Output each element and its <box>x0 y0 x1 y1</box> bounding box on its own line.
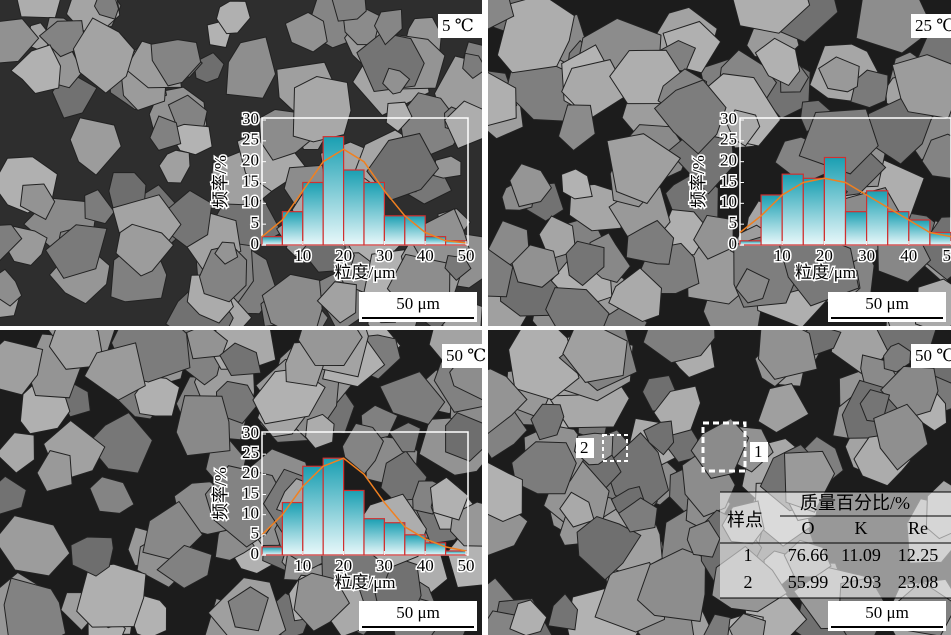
histogram-bar <box>909 220 930 245</box>
histogram-bar <box>425 543 445 555</box>
y-tick-label: 10 <box>242 504 259 523</box>
scale-bar-label: 50 μm <box>396 294 440 313</box>
panel-label: 25 ℃ <box>915 16 951 35</box>
histogram-bar <box>425 237 445 245</box>
y-tick-label: 0 <box>251 234 260 253</box>
x-tick-label: 50 <box>458 246 475 265</box>
crystal <box>293 77 351 142</box>
panel-label-box: 25 ℃ <box>911 14 951 38</box>
histogram-bar <box>262 237 282 245</box>
histogram-bar <box>846 212 867 245</box>
histogram-bar <box>888 212 909 245</box>
histogram-bar <box>344 490 364 555</box>
x-tick-label: 10 <box>774 246 791 265</box>
y-tick-label: 15 <box>242 483 259 502</box>
x-axis-label: 粒度/μm <box>334 263 395 282</box>
marker-label: 1 <box>754 442 763 461</box>
y-tick-label: 30 <box>720 109 737 128</box>
table-header: 质量百分比/% <box>800 493 910 513</box>
x-tick-label: 40 <box>417 246 434 265</box>
y-tick-label: 30 <box>242 109 259 128</box>
x-tick-label: 50 <box>458 556 475 575</box>
histogram-bar <box>803 178 824 245</box>
histogram-bar <box>740 241 761 245</box>
table-cell: 12.25 <box>898 545 939 565</box>
scale-bar-label: 50 μm <box>396 603 440 622</box>
table-column: K <box>855 518 868 538</box>
y-tick-label: 20 <box>242 151 259 170</box>
y-tick-label: 5 <box>251 524 260 543</box>
x-axis-label: 粒度/μm <box>795 263 856 282</box>
y-tick-label: 25 <box>720 130 737 149</box>
x-tick-label: 40 <box>900 246 917 265</box>
table-cell: 2 <box>744 572 753 592</box>
table-cell: 55.99 <box>788 572 829 592</box>
histogram-bar <box>446 551 466 555</box>
histogram-bar <box>867 191 888 245</box>
x-tick-label: 40 <box>417 556 434 575</box>
scale-bar-label: 50 μm <box>865 603 909 622</box>
x-tick-label: 30 <box>858 246 875 265</box>
histogram-bar <box>384 523 404 555</box>
histogram-bar <box>344 170 364 245</box>
table-cell: 20.93 <box>841 572 882 592</box>
y-tick-label: 25 <box>242 443 259 462</box>
figure: 5 ℃50 μm25 ℃50 μm50 ℃50 μm50 ℃50 μm05101… <box>0 0 951 635</box>
y-tick-label: 5 <box>251 213 260 232</box>
panel-label: 50 ℃ <box>446 346 486 365</box>
table-cell: 1 <box>744 545 753 565</box>
histogram-bar <box>364 183 384 246</box>
y-tick-label: 15 <box>242 171 259 190</box>
x-tick-label: 10 <box>294 246 311 265</box>
crystal <box>77 564 146 627</box>
crystal <box>187 324 228 359</box>
histogram-bar <box>384 216 404 245</box>
y-tick-label: 20 <box>720 151 737 170</box>
y-tick-label: 30 <box>242 423 259 442</box>
x-tick-label: 10 <box>294 556 311 575</box>
y-tick-label: 25 <box>242 130 259 149</box>
x-axis-label: 粒度/μm <box>334 573 395 592</box>
table-column: Re <box>908 518 928 538</box>
panel-label-box: 50 ℃ <box>911 344 951 368</box>
table-cell: 11.09 <box>841 545 881 565</box>
histogram-bar <box>323 137 343 245</box>
histogram-bar <box>824 158 845 246</box>
y-tick-label: 5 <box>729 213 738 232</box>
y-tick-label: 10 <box>242 192 259 211</box>
y-tick-label: 0 <box>251 544 260 563</box>
panel-label-box: 50 ℃ <box>442 344 486 368</box>
y-tick-label: 10 <box>720 192 737 211</box>
table-header: 样点 <box>727 510 763 530</box>
histogram-bar <box>323 458 343 555</box>
histogram-bar <box>262 547 282 555</box>
marker-label: 2 <box>580 438 589 457</box>
table-cell: 23.08 <box>898 572 939 592</box>
y-axis-label: 频率/% <box>211 467 230 520</box>
histogram-bar <box>303 466 323 555</box>
y-tick-label: 15 <box>720 171 737 190</box>
panel-label-box: 5 ℃ <box>438 14 482 38</box>
histogram-bar <box>761 195 782 245</box>
scale-bar-label: 50 μm <box>865 294 909 313</box>
histogram-bar <box>303 183 323 246</box>
table-column: O <box>802 518 815 538</box>
crystal <box>176 396 230 456</box>
y-axis-label: 频率/% <box>689 155 708 208</box>
y-tick-label: 20 <box>242 463 259 482</box>
x-tick-label: 50 <box>943 246 951 265</box>
y-tick-label: 0 <box>729 234 738 253</box>
y-axis-label: 频率/% <box>211 155 230 208</box>
table: 样点 质量百分比/% O K Re 1 76.66 11.09 12.25 2 55.99 20.93… <box>720 492 951 598</box>
table-cell: 76.66 <box>788 545 829 565</box>
histogram-bar <box>364 519 384 555</box>
panel-label: 5 ℃ <box>442 16 474 35</box>
panel-label: 50 ℃ <box>915 346 951 365</box>
